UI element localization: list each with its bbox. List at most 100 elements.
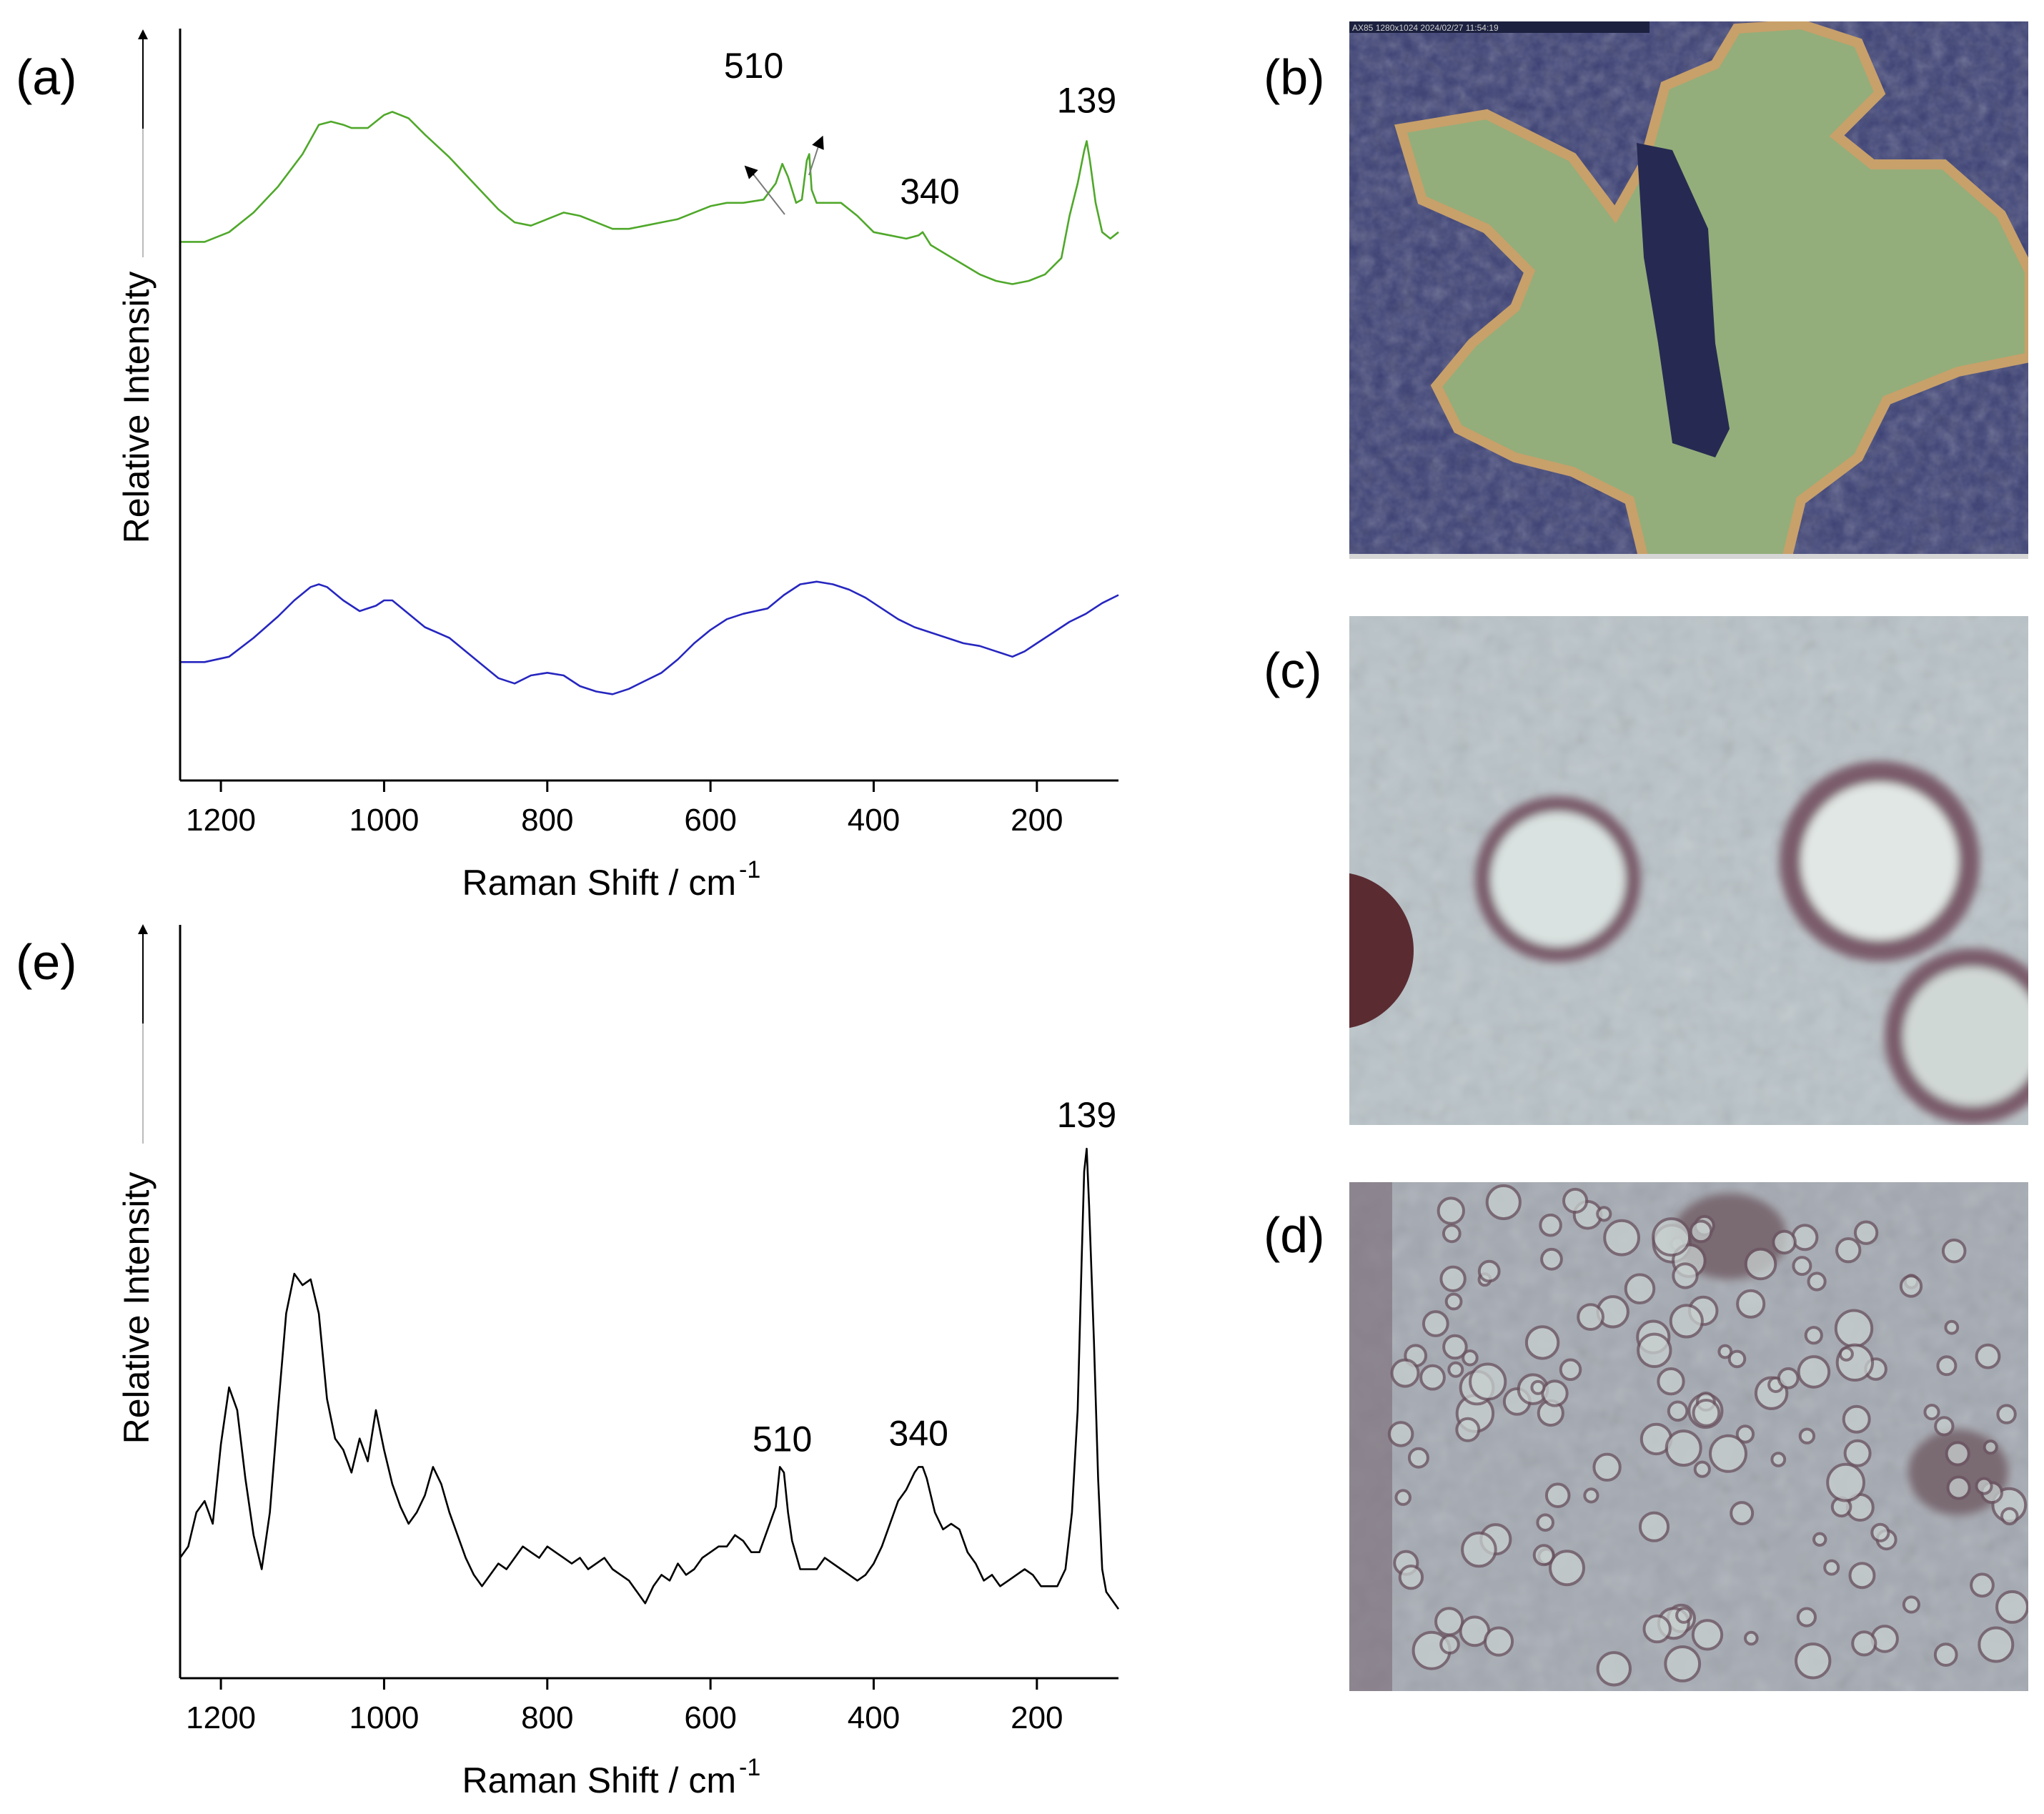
chart-e-series-layer bbox=[179, 1147, 1120, 1610]
peak-leader-479 bbox=[808, 146, 819, 176]
chart-e-ylabel: Relative Intensity bbox=[116, 1172, 157, 1444]
photo-d-bubble bbox=[1744, 1247, 1777, 1281]
photo-d-bubble bbox=[1642, 1614, 1672, 1644]
photo-d-bubble bbox=[1870, 1522, 1890, 1542]
chart-a-series-layer bbox=[180, 111, 1119, 695]
photo-d-bubble bbox=[1978, 1626, 2015, 1663]
photo-d-bubble bbox=[1735, 1424, 1755, 1444]
photo-d-bubble bbox=[1792, 1256, 1812, 1277]
photo-d-bubble bbox=[1637, 1332, 1672, 1369]
photo-d-bubble bbox=[1387, 1421, 1414, 1447]
photo-d-bubble bbox=[1669, 1304, 1704, 1339]
photo-c-ring-lower bbox=[1885, 948, 2028, 1124]
chart-a-annotations: 510 479 340 139 bbox=[724, 0, 1116, 215]
photo-d-bubble bbox=[1996, 1404, 2017, 1424]
chart-e-annotations: 510 340 139 bbox=[753, 1095, 1116, 1459]
photo-d-bubble bbox=[1995, 1590, 2028, 1624]
peak-leader-510 bbox=[753, 174, 785, 215]
photo-d-bubble bbox=[1562, 1187, 1589, 1214]
panel-label-a: (a) bbox=[16, 49, 77, 105]
peak-label-139: 139 bbox=[1057, 80, 1116, 120]
photo-d-bubble bbox=[1736, 1289, 1766, 1319]
photo-d-bubble bbox=[1842, 1404, 1871, 1434]
panel-label-c: (c) bbox=[1264, 643, 1322, 698]
photo-d-bubble bbox=[1804, 1326, 1823, 1345]
photo-d-bubble bbox=[1692, 1399, 1721, 1427]
photo-d-bubble bbox=[1624, 1273, 1656, 1304]
peak-label-510: 510 bbox=[753, 1419, 812, 1459]
photo-d-bubble bbox=[1559, 1358, 1582, 1382]
panel-label-d: (d) bbox=[1264, 1207, 1325, 1263]
photo-d-bubble bbox=[1532, 1544, 1555, 1567]
photo-d-bubble bbox=[1798, 1427, 1816, 1444]
photo-d-bubble bbox=[1770, 1452, 1787, 1467]
photo-d-bubble bbox=[1709, 1434, 1747, 1473]
photo-d-bubble bbox=[1730, 1501, 1755, 1526]
photo-d-bubble bbox=[1394, 1489, 1412, 1506]
x-tick-label-800: 800 bbox=[521, 803, 573, 838]
photo-d-bubble bbox=[1596, 1651, 1632, 1687]
photo-d-bubble bbox=[1638, 1511, 1670, 1542]
photo-d-bubble bbox=[1657, 1367, 1685, 1396]
photo-d-bubble bbox=[1664, 1645, 1702, 1682]
photo-d-bubble bbox=[1851, 1630, 1877, 1657]
photo-d-bubble bbox=[1437, 1196, 1466, 1225]
photo-d-bubble bbox=[1541, 1379, 1569, 1407]
photo-d-bubble bbox=[1970, 1572, 1995, 1598]
chart-a-ticks: 1200 1000 800 600 400 200 bbox=[186, 780, 1063, 838]
photo-d-bubble bbox=[1812, 1532, 1827, 1547]
photo-d-bubble bbox=[1848, 1562, 1876, 1590]
photo-d-bubble bbox=[1899, 1274, 1923, 1298]
photo-d-bubble bbox=[1439, 1265, 1467, 1293]
photo-d-bubble bbox=[1777, 1367, 1800, 1389]
peak-label-340: 340 bbox=[900, 172, 959, 212]
photo-c bbox=[1349, 616, 2028, 1125]
photo-d-bubble bbox=[1717, 1344, 1733, 1359]
x-tick-label-600: 600 bbox=[684, 1700, 736, 1735]
photo-d-bubble bbox=[1667, 1400, 1689, 1422]
photo-d-bubble bbox=[1838, 1346, 1854, 1362]
peak-label-139: 139 bbox=[1057, 1095, 1116, 1135]
photo-d-bubble bbox=[1693, 1460, 1711, 1478]
photo-d-bubble bbox=[1477, 1259, 1501, 1283]
photo-d-bubble bbox=[1422, 1310, 1449, 1337]
photo-d-bubble bbox=[1945, 1441, 1970, 1467]
chart-a-ylabel: Relative Intensity bbox=[116, 272, 157, 544]
series-line-1 bbox=[179, 1147, 1120, 1610]
photo-d-bubble bbox=[1434, 1607, 1464, 1637]
photo-d bbox=[1349, 1182, 2028, 1691]
photo-d-bubble bbox=[1672, 1262, 1699, 1289]
photo-d-bubble bbox=[1485, 1184, 1522, 1221]
panel-label-e: (e) bbox=[16, 934, 77, 990]
photo-d-bubble bbox=[1826, 1462, 1866, 1502]
peak-arrow-479 bbox=[812, 135, 824, 150]
raman-chart-a: 510 479 340 139 1200 1000 800 600 400 200 Relati… bbox=[116, 0, 1119, 903]
photo-d-bubble bbox=[1689, 1219, 1713, 1244]
chart-e-xlabel-superscript: -1 bbox=[739, 1754, 760, 1781]
photo-d-bubble bbox=[1447, 1361, 1464, 1378]
photo-d-bubble bbox=[1665, 1429, 1702, 1467]
photo-d-bubble bbox=[1461, 1531, 1497, 1568]
photo-d-bubble bbox=[1462, 1349, 1479, 1367]
photo-d-bubble bbox=[1540, 1247, 1563, 1271]
photo-c-ring-right bbox=[1780, 761, 1980, 961]
series-line-1 bbox=[180, 111, 1119, 285]
photo-d-bubble bbox=[1791, 1224, 1819, 1252]
photo-d-bubble bbox=[1596, 1206, 1612, 1222]
photo-d-bubble bbox=[1536, 1513, 1554, 1532]
chart-e-ticks: 1200 1000 800 600 400 200 bbox=[186, 1678, 1063, 1735]
x-tick-label-1000: 1000 bbox=[349, 803, 419, 838]
x-tick-label-1200: 1200 bbox=[186, 803, 256, 838]
photo-d-bubble bbox=[1853, 1220, 1879, 1245]
photo-d-bubble bbox=[1975, 1477, 1993, 1495]
photo-d-bubble bbox=[1835, 1237, 1862, 1264]
photo-d-bubbles bbox=[1387, 1184, 2028, 1687]
series-line-2 bbox=[180, 580, 1119, 695]
x-tick-label-200: 200 bbox=[1011, 1700, 1063, 1735]
photo-d-bubble bbox=[1419, 1364, 1446, 1391]
peak-arrow-510 bbox=[744, 165, 758, 179]
x-tick-label-1000: 1000 bbox=[349, 1700, 419, 1735]
x-tick-label-400: 400 bbox=[848, 803, 900, 838]
photo-d-bubble bbox=[1539, 1213, 1562, 1237]
photo-d-bubble bbox=[1398, 1565, 1424, 1590]
